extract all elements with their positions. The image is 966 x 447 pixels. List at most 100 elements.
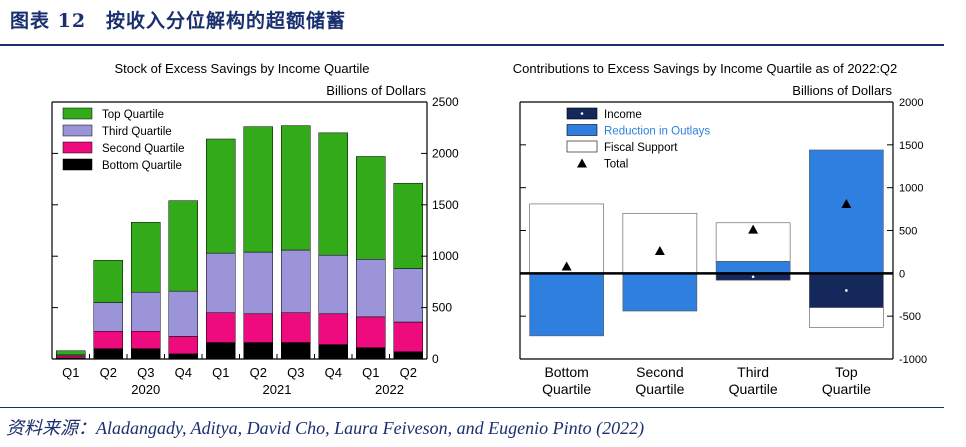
left-chart-xtick-label: Q1 (362, 365, 379, 380)
left-bar-top-quartile-2 (93, 260, 123, 303)
source-rule (0, 407, 944, 408)
legend-label-second-quartile: Second Quartile (102, 143, 184, 155)
left-bar-bottom-quartile-6 (243, 342, 273, 360)
legend-swatch-third-quartile (62, 124, 93, 137)
left-bar-second-quartile-2 (93, 330, 123, 349)
right-chart-xtick-label: Bottom (544, 364, 588, 380)
left-chart-xtick-label: Q2 (100, 365, 117, 380)
title-rule (0, 44, 944, 46)
legend-swatch-total (577, 158, 587, 168)
left-bar-second-quartile-10 (393, 321, 423, 353)
left-chart-title: Stock of Excess Savings by Income Quarti… (114, 61, 369, 76)
left-bar-second-quartile-7 (281, 312, 311, 343)
legend-swatch-fiscal-support (566, 140, 598, 153)
legend-label-third-quartile: Third Quartile (102, 126, 172, 138)
legend-label-income: Income (604, 109, 642, 121)
legend-swatch-reduction-in-outlays (566, 124, 598, 136)
left-chart-bars (56, 125, 423, 360)
left-chart-ytick-label: 2500 (432, 95, 459, 109)
left-chart-xtick-label: Q1 (62, 365, 79, 380)
right-chart-xtick-label: Quartile (542, 381, 591, 397)
right-chart-ylabel: Billions of Dollars (792, 83, 892, 98)
legend-label-top-quartile: Top Quartile (102, 109, 164, 121)
left-bar-top-quartile-3 (131, 222, 161, 293)
left-chart-xtick-label: Q3 (287, 365, 304, 380)
left-chart-xtick-label: Q2 (250, 365, 267, 380)
left-bar-second-quartile-9 (356, 316, 386, 348)
left-bar-bottom-quartile-2 (93, 348, 123, 360)
source-note: 资料来源：Aladangady, Aditya, David Cho, Laur… (6, 418, 645, 438)
left-bar-third-quartile-8 (318, 254, 348, 315)
right-chart-xtick-label: Quartile (635, 381, 684, 397)
left-bar-bottom-quartile-9 (356, 347, 386, 360)
left-chart-ytick-label: 1000 (432, 249, 459, 263)
left-bar-top-quartile-5 (206, 138, 236, 254)
right-bar-reduction-in-outlays-top-quartile (809, 149, 884, 274)
right-chart-xtick-label: Third (737, 364, 769, 380)
right-bar-fiscal-support-top-quartile (809, 307, 884, 328)
left-bar-bottom-quartile-10 (393, 351, 423, 360)
left-bar-second-quartile-4 (168, 336, 198, 355)
left-bar-third-quartile-4 (168, 290, 198, 337)
legend-swatch-top-quartile (62, 107, 93, 120)
left-bar-third-quartile-2 (93, 302, 123, 332)
left-chart-ytick-label: 1500 (432, 198, 459, 212)
right-chart-ytick-label: -500 (899, 311, 921, 323)
left-bar-third-quartile-6 (243, 251, 273, 315)
right-chart-title: Contributions to Excess Savings by Incom… (513, 61, 897, 76)
contributions-chart: Contributions to Excess Savings by Incom… (513, 61, 927, 397)
left-bar-third-quartile-5 (206, 252, 236, 313)
legend-label-fiscal-support: Fiscal Support (604, 142, 678, 154)
total-marker-bottom-quartile (561, 261, 572, 271)
right-bar-fiscal-support-second-quartile (622, 213, 698, 274)
legend-swatch-second-quartile (62, 141, 93, 154)
left-chart-xtick-label: Q1 (212, 365, 229, 380)
total-marker-second-quartile (654, 246, 665, 256)
left-bar-bottom-quartile-5 (206, 342, 236, 360)
legend-label-reduction-in-outlays: Reduction in Outlays (604, 126, 710, 138)
right-chart-bars (520, 149, 893, 337)
left-chart-ytick-label: 0 (432, 352, 439, 366)
right-bar-reduction-in-outlays-bottom-quartile (529, 273, 604, 337)
stock-excess-savings-chart: Stock of Excess Savings by Income Quarti… (51, 61, 459, 397)
total-marker-third-quartile (748, 224, 759, 234)
left-chart-ytick-label: 500 (432, 301, 452, 315)
right-chart-xtick-label: Top (835, 364, 858, 380)
left-bar-bottom-quartile-4 (168, 353, 198, 360)
left-bar-third-quartile-3 (131, 291, 161, 332)
left-chart-xtick-label: Q4 (325, 365, 342, 380)
left-bar-bottom-quartile-3 (131, 348, 161, 360)
left-bar-third-quartile-7 (281, 249, 311, 313)
left-chart-legend: Top Quartile Third Quartile Second Quartil… (62, 107, 184, 172)
figure-title: 图表 12 按收入分位解构的超额储蓄 (10, 10, 347, 32)
charts-canvas: Stock of Excess Savings by Income Quarti… (51, 61, 927, 397)
left-chart-xtick-label: Q4 (175, 365, 192, 380)
right-chart-xtick-label: Quartile (822, 381, 871, 397)
income-dot-third-quartile (751, 275, 755, 279)
total-marker-top-quartile (841, 198, 852, 208)
legend-label-bottom-quartile: Bottom Quartile (102, 160, 182, 172)
right-chart-ytick-label: 1000 (899, 183, 923, 195)
left-chart-year-label-2020: 2020 (131, 382, 160, 397)
right-chart-xtick-label: Quartile (729, 381, 778, 397)
right-bar-reduction-in-outlays-third-quartile (715, 261, 791, 274)
left-bar-top-quartile-8 (318, 132, 348, 256)
left-chart-year-label-2022: 2022 (375, 382, 404, 397)
left-chart-xtick-label: Q3 (137, 365, 154, 380)
left-bar-bottom-quartile-8 (318, 344, 348, 360)
left-bar-second-quartile-6 (243, 313, 273, 343)
left-chart-y-axis: 0 500 1000 1500 2000 2500 (52, 95, 459, 366)
left-bar-top-quartile-1 (56, 350, 86, 356)
legend-label-total: Total (604, 159, 628, 171)
left-bar-third-quartile-9 (356, 259, 386, 318)
left-chart-x-axis: Q1 Q2 Q3 Q4 Q1 Q2 Q3 Q4 Q1 Q2 2020 2021 2022 (62, 354, 428, 397)
left-bar-top-quartile-9 (356, 156, 386, 260)
left-bar-third-quartile-10 (393, 268, 423, 323)
left-bar-top-quartile-6 (243, 126, 273, 253)
left-chart-ylabel: Billions of Dollars (326, 83, 426, 98)
left-chart-ytick-label: 2000 (432, 146, 459, 160)
left-bar-top-quartile-4 (168, 200, 198, 292)
left-chart-year-label-2021: 2021 (263, 382, 292, 397)
legend-swatch-bottom-quartile (62, 158, 93, 171)
right-chart-ytick-label: 2000 (899, 97, 923, 109)
